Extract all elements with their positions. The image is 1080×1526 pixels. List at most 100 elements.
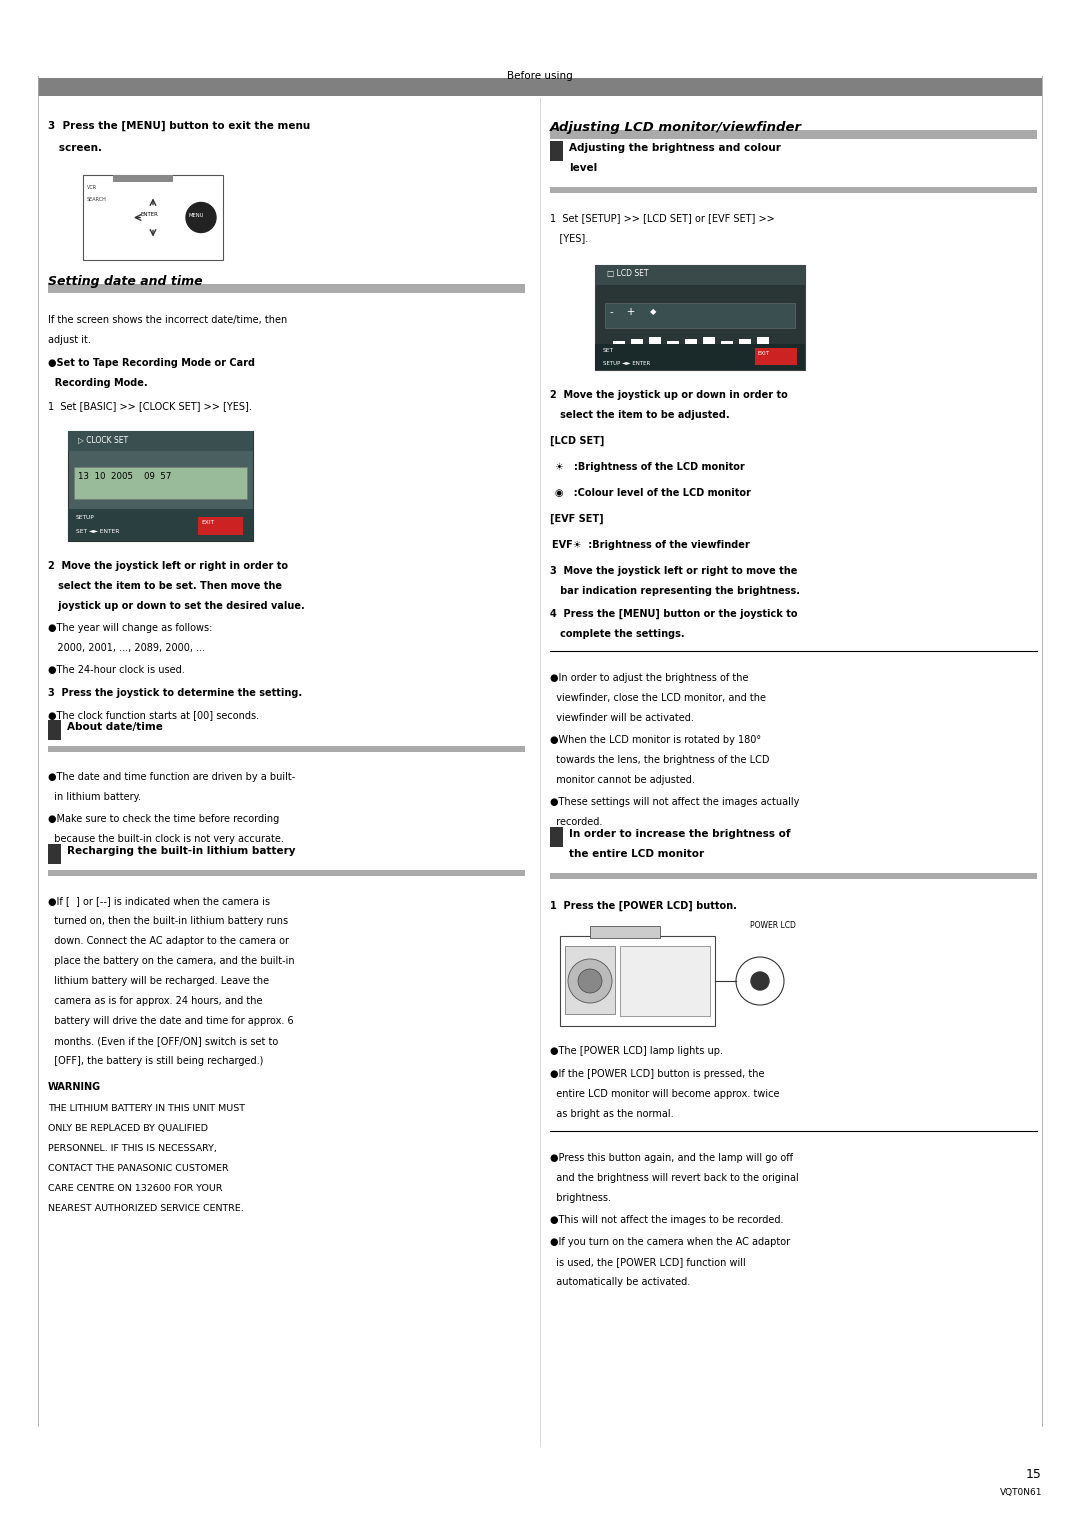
Text: Adjusting the brightness and colour: Adjusting the brightness and colour [569, 143, 781, 153]
Circle shape [578, 969, 602, 993]
FancyBboxPatch shape [48, 746, 525, 752]
Text: SET: SET [603, 348, 615, 353]
Bar [685, 339, 697, 346]
Text: ONLY BE REPLACED BY QUALIFIED: ONLY BE REPLACED BY QUALIFIED [48, 1125, 208, 1132]
Text: Adjusting LCD monitor/viewfinder: Adjusting LCD monitor/viewfinder [550, 121, 802, 134]
FancyBboxPatch shape [48, 870, 525, 876]
Bar [757, 337, 769, 346]
Text: ◆: ◆ [650, 307, 657, 316]
Text: is used, the [POWER LCD] function will: is used, the [POWER LCD] function will [550, 1257, 746, 1267]
Bar [595, 266, 805, 369]
Bar [595, 266, 805, 285]
Text: ●The clock function starts at [00] seconds.: ●The clock function starts at [00] secon… [48, 710, 259, 720]
Text: 2000, 2001, ..., 2089, 2000, ...: 2000, 2001, ..., 2089, 2000, ... [48, 642, 205, 653]
Circle shape [735, 957, 784, 1006]
Text: bar indication representing the brightness.: bar indication representing the brightne… [550, 586, 800, 597]
Text: ●The 24-hour clock is used.: ●The 24-hour clock is used. [48, 665, 185, 674]
Bar [667, 340, 679, 346]
Text: screen.: screen. [48, 143, 102, 153]
Bar [595, 343, 805, 369]
Circle shape [186, 203, 216, 232]
FancyBboxPatch shape [48, 284, 525, 293]
Text: 15: 15 [1026, 1468, 1042, 1482]
Bar [68, 430, 253, 452]
Text: ●The [POWER LCD] lamp lights up.: ●The [POWER LCD] lamp lights up. [550, 1045, 723, 1056]
FancyBboxPatch shape [550, 873, 1037, 879]
Text: battery will drive the date and time for approx. 6: battery will drive the date and time for… [48, 1016, 294, 1025]
Text: towards the lens, the brightness of the LCD: towards the lens, the brightness of the … [550, 755, 769, 765]
Text: EXIT: EXIT [758, 351, 770, 356]
Text: SETUP: SETUP [76, 514, 95, 520]
Text: VCR: VCR [87, 185, 97, 191]
Text: months. (Even if the [OFF/ON] switch is set to: months. (Even if the [OFF/ON] switch is … [48, 1036, 279, 1045]
Text: in lithium battery.: in lithium battery. [48, 792, 141, 803]
Bar [68, 430, 253, 542]
Text: SETUP ◄► ENTER: SETUP ◄► ENTER [603, 362, 650, 366]
Bar [75, 467, 247, 499]
Text: ●This will not affect the images to be recorded.: ●This will not affect the images to be r… [550, 1215, 783, 1225]
Bar [649, 337, 661, 346]
Text: Setting date and time: Setting date and time [48, 275, 203, 288]
Text: ☀   :Brightness of the LCD monitor: ☀ :Brightness of the LCD monitor [555, 462, 745, 472]
Bar [68, 510, 253, 542]
Text: select the item to be set. Then move the: select the item to be set. Then move the [48, 581, 282, 591]
Text: ●The year will change as follows:: ●The year will change as follows: [48, 623, 213, 633]
Text: adjust it.: adjust it. [48, 336, 91, 345]
Text: recorded.: recorded. [550, 816, 603, 827]
Text: Recording Mode.: Recording Mode. [48, 378, 148, 388]
Circle shape [568, 958, 612, 1003]
Bar [605, 304, 795, 328]
Text: ●Set to Tape Recording Mode or Card: ●Set to Tape Recording Mode or Card [48, 359, 255, 368]
Bar [48, 720, 60, 740]
Bar [631, 339, 643, 346]
FancyBboxPatch shape [550, 130, 1037, 139]
Text: down. Connect the AC adaptor to the camera or: down. Connect the AC adaptor to the came… [48, 935, 289, 946]
Text: ●The date and time function are driven by a built-: ●The date and time function are driven b… [48, 772, 295, 781]
Text: complete the settings.: complete the settings. [550, 629, 685, 639]
Text: THE LITHIUM BATTERY IN THIS UNIT MUST: THE LITHIUM BATTERY IN THIS UNIT MUST [48, 1103, 245, 1112]
Bar [590, 926, 660, 938]
Text: select the item to be adjusted.: select the item to be adjusted. [550, 410, 730, 420]
Bar [48, 844, 60, 864]
Text: □ LCD SET: □ LCD SET [607, 269, 648, 278]
Text: ●In order to adjust the brightness of the: ●In order to adjust the brightness of th… [550, 673, 748, 684]
Bar [83, 175, 222, 259]
Circle shape [751, 972, 769, 990]
Text: 1  Set [BASIC] >> [CLOCK SET] >> [YES].: 1 Set [BASIC] >> [CLOCK SET] >> [YES]. [48, 401, 252, 410]
Text: 2  Move the joystick up or down in order to: 2 Move the joystick up or down in order … [550, 391, 787, 400]
Text: ENTER: ENTER [141, 212, 159, 217]
Text: SET ◄► ENTER: SET ◄► ENTER [76, 530, 120, 534]
Text: In order to increase the brightness of: In order to increase the brightness of [569, 829, 791, 839]
Text: ●Press this button again, and the lamp will go off: ●Press this button again, and the lamp w… [550, 1154, 793, 1163]
Text: level: level [569, 163, 597, 172]
Text: 3  Move the joystick left or right to move the: 3 Move the joystick left or right to mov… [550, 566, 797, 575]
Bar [755, 348, 797, 365]
Text: PERSONNEL. IF THIS IS NECESSARY,: PERSONNEL. IF THIS IS NECESSARY, [48, 1144, 217, 1154]
Text: [EVF SET]: [EVF SET] [550, 514, 604, 525]
Text: MENU: MENU [189, 212, 204, 218]
Text: 1  Press the [POWER LCD] button.: 1 Press the [POWER LCD] button. [550, 900, 737, 911]
Text: ●Make sure to check the time before recording: ●Make sure to check the time before reco… [48, 813, 280, 824]
Bar [721, 340, 733, 346]
Text: turned on, then the built-in lithium battery runs: turned on, then the built-in lithium bat… [48, 916, 288, 926]
Bar [565, 946, 615, 1013]
Bar [198, 517, 243, 536]
Text: and the brightness will revert back to the original: and the brightness will revert back to t… [550, 1173, 799, 1183]
Bar [561, 935, 715, 1025]
Bar [613, 340, 625, 346]
Text: ●When the LCD monitor is rotated by 180°: ●When the LCD monitor is rotated by 180° [550, 736, 761, 745]
Bar [620, 946, 710, 1016]
Text: 3  Press the [MENU] button to exit the menu: 3 Press the [MENU] button to exit the me… [48, 121, 310, 131]
Text: because the built-in clock is not very accurate.: because the built-in clock is not very a… [48, 835, 284, 844]
Text: place the battery on the camera, and the built-in: place the battery on the camera, and the… [48, 955, 295, 966]
Text: brightness.: brightness. [550, 1193, 611, 1202]
Bar [113, 175, 173, 182]
Text: SEARCH: SEARCH [87, 197, 107, 201]
FancyBboxPatch shape [550, 188, 1037, 192]
Text: Before using: Before using [508, 72, 572, 81]
Text: EXIT: EXIT [201, 520, 214, 525]
Text: -    +: - + [610, 307, 635, 317]
Text: 13  10  2005    09  57: 13 10 2005 09 57 [78, 472, 172, 481]
Text: ●If the [POWER LCD] button is pressed, the: ●If the [POWER LCD] button is pressed, t… [550, 1070, 765, 1079]
Text: as bright as the normal.: as bright as the normal. [550, 1109, 674, 1119]
